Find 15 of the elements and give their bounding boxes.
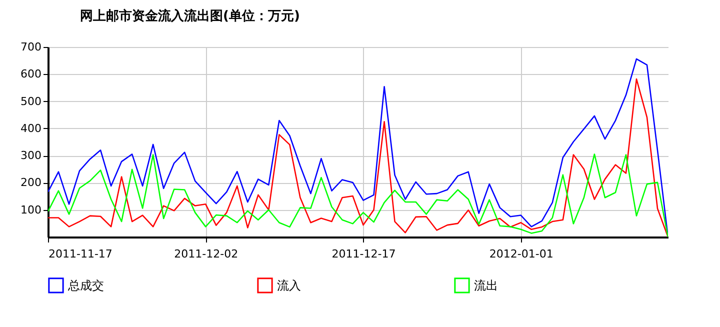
y-tick-label: 700 <box>20 40 42 54</box>
y-tick-label: 400 <box>20 122 42 135</box>
legend-label: 流入 <box>277 278 301 292</box>
y-tick-label: 600 <box>20 68 42 81</box>
x-tick-label: 2011-12-17 <box>332 248 396 260</box>
x-tick-label: 2012-01-01 <box>489 248 554 260</box>
y-tick-label: 100 <box>20 203 42 216</box>
y-tick-label: 500 <box>20 94 42 108</box>
x-tick-label: 2011-12-02 <box>174 248 238 260</box>
legend-label: 总成交 <box>67 278 104 292</box>
legend-label: 流出 <box>474 278 498 292</box>
x-tick-label: 2011-11-17 <box>48 248 112 260</box>
y-tick-label: 200 <box>20 176 42 190</box>
y-tick-label: 300 <box>20 149 42 162</box>
chart-title: 网上邮市资金流入流出图(单位：万元) <box>80 8 300 24</box>
